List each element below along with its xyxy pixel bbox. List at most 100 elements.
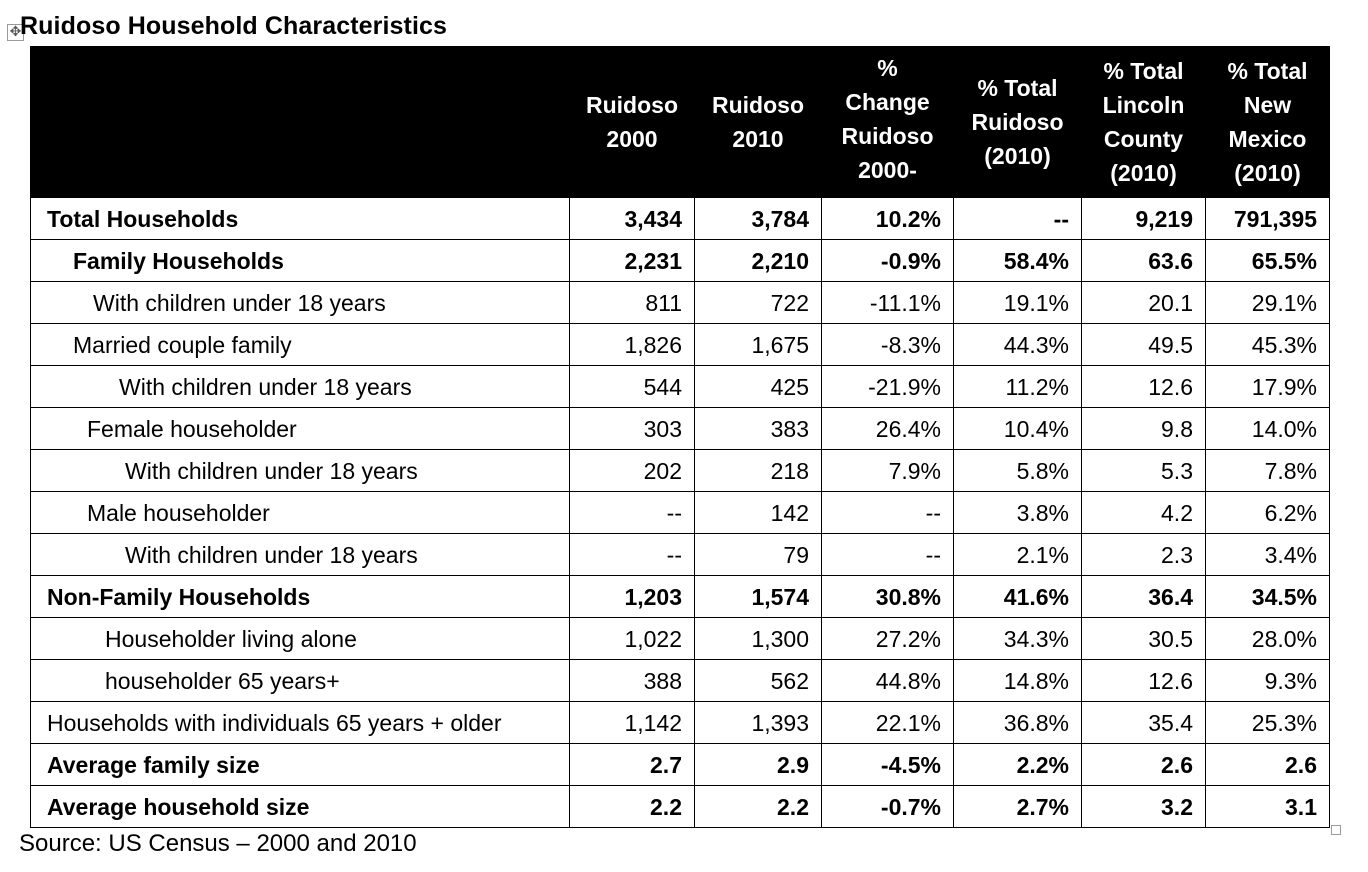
- header-line: Change: [845, 89, 930, 115]
- table-cell: 202: [569, 449, 695, 492]
- table-cell: 2.2: [569, 785, 695, 828]
- table-cell: -21.9%: [821, 365, 954, 408]
- table-cell: 11.2%: [953, 365, 1082, 408]
- table-row: Householder living alone 1,022 1,300 27.2% 3…: [30, 617, 1330, 660]
- table-cell: 9,219: [1081, 197, 1206, 240]
- table-row: With children under 18 years 544 425 -21.9%…: [30, 365, 1330, 408]
- table-cell: 12.6: [1081, 365, 1206, 408]
- table-cell: 2.9: [694, 743, 822, 786]
- table-cell: 2.6: [1081, 743, 1206, 786]
- table-row: With children under 18 years -- 79 -- 2.1% 2.…: [30, 533, 1330, 576]
- table-cell: 49.5: [1081, 323, 1206, 366]
- row-label: Average family size: [30, 743, 570, 786]
- header-cell-label: [30, 46, 570, 198]
- table-cell: 1,300: [694, 617, 822, 660]
- table-row: Average household size 2.2 2.2 -0.7% 2.7% 3.2…: [30, 785, 1330, 828]
- table-cell: 303: [569, 407, 695, 450]
- table-row: Married couple family 1,826 1,675 -8.3% 44.3…: [30, 323, 1330, 366]
- header-cell-pct-change: % Change Ruidoso 2000- 2010: [821, 46, 954, 198]
- table-cell: 1,203: [569, 575, 695, 618]
- table-cell: 58.4%: [953, 239, 1082, 282]
- table-cell: 14.0%: [1205, 407, 1330, 450]
- table-cell: 7.8%: [1205, 449, 1330, 492]
- table-header-row: Ruidoso 2000 Ruidoso 2010 % Change Ruido…: [30, 46, 1330, 198]
- header-line: %: [877, 55, 898, 81]
- row-label: Non-Family Households: [30, 575, 570, 618]
- table-cell: 811: [569, 281, 695, 324]
- table-cell: 383: [694, 407, 822, 450]
- table-cell: 45.3%: [1205, 323, 1330, 366]
- header-line: County: [1103, 126, 1184, 152]
- table-cell: 3,784: [694, 197, 822, 240]
- table-cell: 218: [694, 449, 822, 492]
- header-cell-ruidoso-2010: Ruidoso 2010: [694, 46, 822, 198]
- table-cell: 65.5%: [1205, 239, 1330, 282]
- row-label: With children under 18 years: [30, 365, 570, 408]
- table-cell: 34.5%: [1205, 575, 1330, 618]
- header-line: 2000: [606, 126, 658, 152]
- table-cell: 34.3%: [953, 617, 1082, 660]
- table-cell: -8.3%: [821, 323, 954, 366]
- row-label: householder 65 years+: [30, 659, 570, 702]
- household-characteristics-table: Ruidoso 2000 Ruidoso 2010 % Change Ruido…: [30, 46, 1330, 828]
- table-cell: 79: [694, 533, 822, 576]
- header-line: Ruidoso: [712, 92, 804, 118]
- resize-handle-icon[interactable]: [1331, 825, 1341, 835]
- table-cell: 5.8%: [953, 449, 1082, 492]
- header-line: 2010: [732, 126, 784, 152]
- table-cell: 35.4: [1081, 701, 1206, 744]
- table-cell: --: [821, 533, 954, 576]
- table-cell: 29.1%: [1205, 281, 1330, 324]
- row-label: Households with individuals 65 years + o…: [30, 701, 570, 744]
- table-row: Female householder 303 383 26.4% 10.4% 9.8 14.…: [30, 407, 1330, 450]
- table-cell: 17.9%: [1205, 365, 1330, 408]
- table-cell: -0.9%: [821, 239, 954, 282]
- table-cell: 2,210: [694, 239, 822, 282]
- header-cell-pct-total-lincoln: % Total Lincoln County (2010): [1081, 46, 1206, 198]
- table-cell: -11.1%: [821, 281, 954, 324]
- table-cell: --: [569, 491, 695, 534]
- table-cell: 544: [569, 365, 695, 408]
- table-cell: 1,393: [694, 701, 822, 744]
- table-cell: 2,231: [569, 239, 695, 282]
- row-label: Average household size: [30, 785, 570, 828]
- header-line: % Total: [1103, 58, 1184, 84]
- table-cell: 27.2%: [821, 617, 954, 660]
- table-cell: 25.3%: [1205, 701, 1330, 744]
- table-cell: 44.3%: [953, 323, 1082, 366]
- table-cell: 722: [694, 281, 822, 324]
- table-cell: --: [953, 197, 1082, 240]
- table-cell: 2.2: [694, 785, 822, 828]
- header-line: 2000-: [858, 157, 917, 183]
- header-line: Ruidoso: [586, 92, 678, 118]
- table-row: Households with individuals 65 years + o…: [30, 701, 1330, 744]
- table-cell: 2.7: [569, 743, 695, 786]
- table-cell: 41.6%: [953, 575, 1082, 618]
- table-cell: -0.7%: [821, 785, 954, 828]
- table-cell: 22.1%: [821, 701, 954, 744]
- table-cell: 1,022: [569, 617, 695, 660]
- table-row: With children under 18 years 811 722 -11.1%…: [30, 281, 1330, 324]
- row-label: With children under 18 years: [30, 281, 570, 324]
- header-line: % Total: [977, 75, 1058, 101]
- table-cell: 2.2%: [953, 743, 1082, 786]
- table-cell: 3.2: [1081, 785, 1206, 828]
- table-cell: 562: [694, 659, 822, 702]
- table-cell: 44.8%: [821, 659, 954, 702]
- header-line: New: [1243, 92, 1292, 118]
- table-cell: 9.8: [1081, 407, 1206, 450]
- table-cell: -4.5%: [821, 743, 954, 786]
- row-label: Male householder: [30, 491, 570, 534]
- table-cell: 10.2%: [821, 197, 954, 240]
- table-body: Total Households 3,434 3,784 10.2% -- 9,219 79…: [30, 197, 1330, 828]
- table-cell: 26.4%: [821, 407, 954, 450]
- move-arrows-icon[interactable]: ✥: [7, 24, 24, 41]
- table-cell: 1,142: [569, 701, 695, 744]
- header-line: (2010): [1110, 160, 1177, 186]
- header-line: Ruidoso: [971, 109, 1064, 135]
- header-line: (2010): [1234, 160, 1301, 186]
- table-cell: --: [569, 533, 695, 576]
- table-row: householder 65 years+ 388 562 44.8% 14.8% 12.…: [30, 659, 1330, 702]
- table-cell: 388: [569, 659, 695, 702]
- table-row: Non-Family Households 1,203 1,574 30.8% 41.6…: [30, 575, 1330, 618]
